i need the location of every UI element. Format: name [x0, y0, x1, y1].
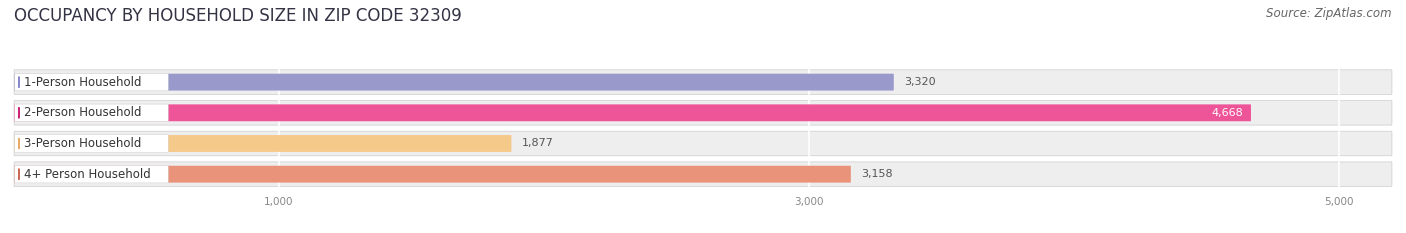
FancyBboxPatch shape	[14, 166, 851, 183]
FancyBboxPatch shape	[14, 165, 169, 183]
Text: 3,158: 3,158	[862, 169, 893, 179]
Text: 2-Person Household: 2-Person Household	[24, 106, 142, 119]
Text: 1,877: 1,877	[522, 138, 554, 148]
Text: 4,668: 4,668	[1212, 108, 1243, 118]
Text: 3-Person Household: 3-Person Household	[24, 137, 142, 150]
Text: 1-Person Household: 1-Person Household	[24, 76, 142, 89]
FancyBboxPatch shape	[14, 131, 1392, 156]
Text: OCCUPANCY BY HOUSEHOLD SIZE IN ZIP CODE 32309: OCCUPANCY BY HOUSEHOLD SIZE IN ZIP CODE …	[14, 7, 461, 25]
Text: 4+ Person Household: 4+ Person Household	[24, 168, 150, 181]
FancyBboxPatch shape	[14, 70, 1392, 94]
FancyBboxPatch shape	[14, 74, 894, 91]
FancyBboxPatch shape	[14, 104, 169, 122]
FancyBboxPatch shape	[14, 73, 169, 91]
FancyBboxPatch shape	[14, 135, 512, 152]
FancyBboxPatch shape	[14, 135, 169, 152]
Text: 3,320: 3,320	[904, 77, 936, 87]
FancyBboxPatch shape	[14, 162, 1392, 186]
FancyBboxPatch shape	[14, 100, 1392, 125]
FancyBboxPatch shape	[14, 104, 1251, 121]
Text: Source: ZipAtlas.com: Source: ZipAtlas.com	[1267, 7, 1392, 20]
